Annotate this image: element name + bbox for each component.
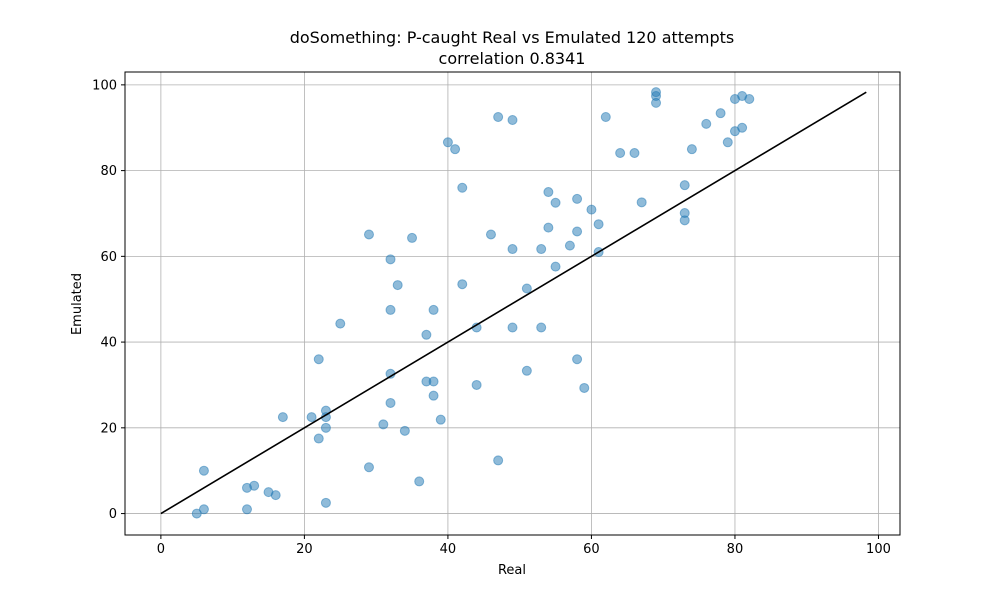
data-point bbox=[586, 204, 597, 215]
y-tick-label: 40 bbox=[100, 336, 117, 351]
data-point bbox=[507, 322, 518, 333]
y-axis-label: Emulated bbox=[70, 273, 85, 335]
data-point bbox=[629, 148, 640, 159]
x-tick-label: 60 bbox=[583, 542, 600, 557]
data-point bbox=[615, 148, 626, 159]
data-point bbox=[363, 462, 374, 473]
data-point bbox=[507, 244, 518, 255]
data-point bbox=[414, 476, 425, 487]
data-point bbox=[572, 193, 583, 204]
data-point bbox=[651, 97, 662, 108]
data-point bbox=[543, 187, 554, 198]
data-point bbox=[679, 180, 690, 191]
data-point bbox=[277, 412, 288, 423]
data-point bbox=[392, 280, 403, 291]
data-point bbox=[636, 197, 647, 208]
chart-subtitle: correlation 0.8341 bbox=[439, 49, 586, 68]
data-point bbox=[249, 480, 260, 491]
data-point bbox=[198, 465, 209, 476]
data-point bbox=[385, 397, 396, 408]
x-tick-label: 20 bbox=[296, 542, 313, 557]
data-point bbox=[536, 322, 547, 333]
data-point bbox=[493, 112, 504, 123]
x-tick-label: 80 bbox=[727, 542, 744, 557]
data-point bbox=[579, 382, 590, 393]
data-point bbox=[306, 412, 317, 423]
data-point bbox=[313, 354, 324, 365]
data-point bbox=[744, 94, 755, 105]
x-tick-label: 0 bbox=[157, 542, 165, 557]
data-point bbox=[457, 279, 468, 290]
data-point bbox=[543, 222, 554, 233]
data-point bbox=[722, 137, 733, 148]
data-point bbox=[715, 108, 726, 119]
data-point bbox=[457, 182, 468, 193]
x-axis-label: Real bbox=[498, 563, 526, 578]
data-point bbox=[593, 219, 604, 230]
data-point bbox=[564, 240, 575, 251]
data-point bbox=[536, 244, 547, 255]
data-point bbox=[550, 261, 561, 272]
data-point bbox=[428, 376, 439, 387]
data-point bbox=[378, 419, 389, 430]
x-tick-label: 40 bbox=[440, 542, 457, 557]
data-point bbox=[686, 144, 697, 155]
data-point bbox=[313, 433, 324, 444]
data-point bbox=[450, 144, 461, 155]
data-point bbox=[385, 304, 396, 315]
y-tick-label: 60 bbox=[100, 250, 117, 265]
data-point bbox=[385, 254, 396, 265]
data-point bbox=[241, 504, 252, 515]
y-tick-label: 20 bbox=[100, 421, 117, 436]
data-point bbox=[471, 379, 482, 390]
plot-frame bbox=[124, 71, 901, 536]
data-point bbox=[737, 122, 748, 133]
data-point bbox=[701, 118, 712, 129]
data-point bbox=[572, 354, 583, 365]
x-tick-label: 100 bbox=[866, 542, 891, 557]
data-point bbox=[435, 414, 446, 425]
data-point bbox=[428, 390, 439, 401]
data-point bbox=[399, 425, 410, 436]
y-tick-label: 80 bbox=[100, 164, 117, 179]
chart-title: doSomething: P-caught Real vs Emulated 1… bbox=[290, 28, 735, 47]
data-point bbox=[407, 232, 418, 243]
data-point bbox=[320, 422, 331, 433]
data-point bbox=[572, 226, 583, 237]
data-point bbox=[363, 229, 374, 240]
data-point bbox=[198, 504, 209, 515]
data-point bbox=[550, 197, 561, 208]
y-tick-label: 0 bbox=[109, 507, 117, 522]
reference-line bbox=[160, 91, 867, 515]
data-point bbox=[485, 229, 496, 240]
data-point bbox=[679, 215, 690, 226]
data-point bbox=[428, 304, 439, 315]
data-point bbox=[507, 115, 518, 126]
data-point bbox=[493, 455, 504, 466]
y-tick-label: 100 bbox=[92, 78, 117, 93]
data-point bbox=[191, 508, 202, 519]
data-point bbox=[442, 137, 453, 148]
data-point bbox=[521, 283, 532, 294]
data-point bbox=[335, 318, 346, 329]
data-point bbox=[421, 329, 432, 340]
data-point bbox=[521, 365, 532, 376]
data-point bbox=[600, 112, 611, 123]
data-point bbox=[270, 490, 281, 501]
data-point bbox=[320, 497, 331, 508]
plot-area: 0 20 40 60 80 100 0 20 40 60 80 100 bbox=[92, 71, 901, 557]
